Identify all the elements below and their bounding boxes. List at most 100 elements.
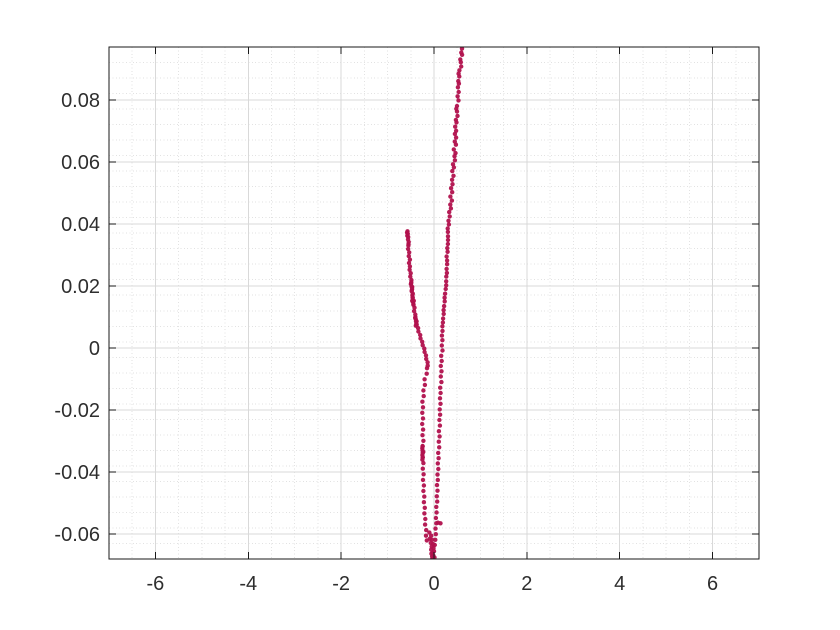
scatter-point <box>425 360 430 365</box>
scatter-point <box>450 182 455 187</box>
scatter-point <box>422 349 427 355</box>
scatter-point <box>433 532 438 537</box>
scatter-point <box>449 177 455 182</box>
scatter-point <box>440 338 445 343</box>
scatter-point <box>439 343 444 348</box>
scatter-point <box>444 270 450 276</box>
scatter-point <box>420 405 426 410</box>
scatter-point <box>446 222 452 227</box>
scatter-point <box>438 401 443 406</box>
scatter-series <box>404 47 465 559</box>
scatter-point <box>445 237 451 243</box>
scatter-point <box>442 295 447 300</box>
scatter-point <box>409 289 414 294</box>
scatter-point <box>416 329 421 334</box>
scatter-point <box>435 461 440 466</box>
scatter-point <box>437 407 442 412</box>
scatter-point <box>441 307 446 313</box>
scatter-point <box>421 488 426 494</box>
scatter-point <box>443 286 448 292</box>
scatter-point <box>458 60 463 65</box>
scatter-point <box>433 526 438 531</box>
scatter-point <box>438 385 443 390</box>
scatter-point <box>439 369 444 374</box>
scatter-point <box>422 382 428 388</box>
scatter-point <box>420 466 425 471</box>
x-tick-label: -6 <box>147 573 165 595</box>
x-tick-label: 6 <box>707 573 718 595</box>
scatter-point <box>437 396 443 401</box>
scatter-point <box>420 433 425 438</box>
y-tick-label: 0.02 <box>61 276 100 298</box>
scatter-point <box>439 379 444 385</box>
scatter-point <box>420 399 425 404</box>
scatter-point <box>456 81 462 86</box>
scatter-point <box>421 460 426 466</box>
scatter-point <box>420 416 426 421</box>
scatter-point <box>436 456 441 461</box>
x-tick-label: 2 <box>521 573 532 595</box>
scatter-point <box>424 366 430 371</box>
scatter-point <box>422 494 427 499</box>
scatter-point <box>444 274 449 279</box>
scatter-point <box>423 516 428 522</box>
scatter-point <box>411 302 416 308</box>
scatter-point <box>420 421 425 427</box>
scatter-point <box>434 510 439 515</box>
scatter-point <box>424 527 429 533</box>
y-tick-label: -0.02 <box>54 400 100 422</box>
scatter-point <box>456 89 461 95</box>
scatter-point <box>452 158 458 163</box>
scatter-point <box>450 168 455 174</box>
scatter-point <box>429 557 435 559</box>
scatter-point <box>459 52 465 57</box>
scatter-point <box>439 358 444 364</box>
scatter-point <box>442 299 447 304</box>
scatter-point <box>420 427 426 432</box>
scatter-point <box>407 267 412 272</box>
scatter-point <box>437 417 442 423</box>
scatter-point <box>408 271 413 276</box>
scatter-point <box>452 131 458 137</box>
scatter-point <box>445 229 451 235</box>
scatter-point <box>422 377 427 382</box>
scatter-point <box>451 165 457 170</box>
scatter-point <box>424 356 429 362</box>
scatter-point <box>454 120 459 125</box>
scatter-point <box>418 336 423 341</box>
scatter-point <box>433 515 439 521</box>
scatter-point <box>407 257 413 262</box>
scatter-point <box>421 500 427 505</box>
scatter-point <box>436 450 441 456</box>
scatter-point <box>452 154 457 159</box>
scatter-point <box>422 522 428 527</box>
y-tick-label: 0.04 <box>61 214 100 236</box>
scatter-point <box>445 234 451 239</box>
scatter-point <box>440 324 445 329</box>
scatter-point <box>420 457 425 462</box>
scatter-point <box>438 363 443 369</box>
scatter-point <box>440 316 446 321</box>
scatter-point <box>446 218 451 223</box>
scatter-point <box>434 482 440 488</box>
scatter-point <box>442 291 448 296</box>
scatter-point <box>420 410 425 415</box>
scatter-point <box>411 308 417 314</box>
scatter-point <box>433 537 438 542</box>
scatter-point <box>456 98 461 103</box>
scatter-point <box>451 147 456 152</box>
scatter-point <box>438 374 443 379</box>
x-tick-label: -2 <box>332 573 350 595</box>
scatter-point <box>436 439 441 444</box>
scatter-point <box>423 533 429 538</box>
scatter-point <box>453 135 459 140</box>
scatter-point <box>439 353 444 358</box>
scatter-point <box>424 371 429 376</box>
scatter-point <box>455 85 461 90</box>
scatter-point <box>441 311 446 317</box>
scatter-point <box>437 412 443 417</box>
scatter-point <box>454 109 460 114</box>
scatter-point <box>420 339 425 344</box>
scatter-point <box>406 243 411 248</box>
